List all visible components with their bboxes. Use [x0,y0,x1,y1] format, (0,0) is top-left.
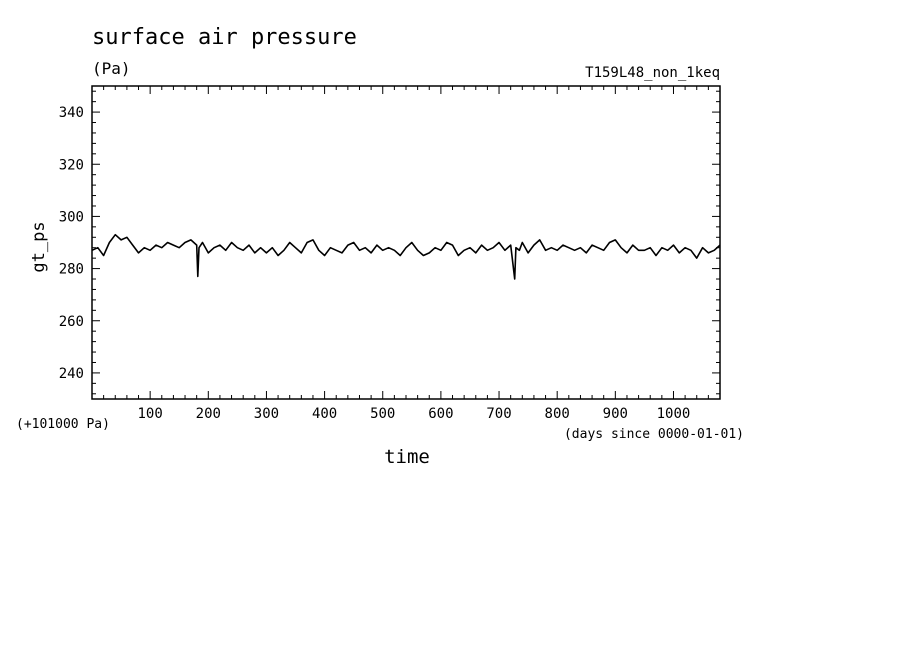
run-label: T159L48_non_1keq [585,65,720,81]
x-tick-label: 100 [137,406,162,422]
y-tick-label: 320 [59,157,84,173]
series-layer [91,233,721,280]
y-axis-ticks: 240 260 280 300 320 340 [59,90,720,395]
y-tick-label: 340 [59,105,84,121]
x-tick-label: 600 [428,406,453,422]
series-line-1 [91,233,721,280]
y-axis-label: gt_ps [29,221,49,272]
offset-label: (+101000 Pa) [16,417,110,432]
x-tick-label: 200 [196,406,221,422]
x-axis-ticks: 100 200 300 400 500 600 700 800 900 1000 [103,86,709,422]
x-tick-label: 500 [370,406,395,422]
y-tick-label: 300 [59,209,84,225]
chart-title: surface air pressure [92,25,357,50]
x-tick-label: 800 [545,406,570,422]
x-tick-label: 400 [312,406,337,422]
x-tick-label: 1000 [657,406,691,422]
chart-units: (Pa) [92,59,131,78]
x-unit-label: (days since 0000-01-01) [564,427,744,442]
x-tick-label: 900 [603,406,628,422]
y-tick-label: 240 [59,366,84,382]
y-tick-label: 260 [59,314,84,330]
x-tick-label: 700 [486,406,511,422]
y-tick-label: 280 [59,262,84,278]
x-axis-label: time [384,446,430,468]
x-tick-label: 300 [254,406,279,422]
